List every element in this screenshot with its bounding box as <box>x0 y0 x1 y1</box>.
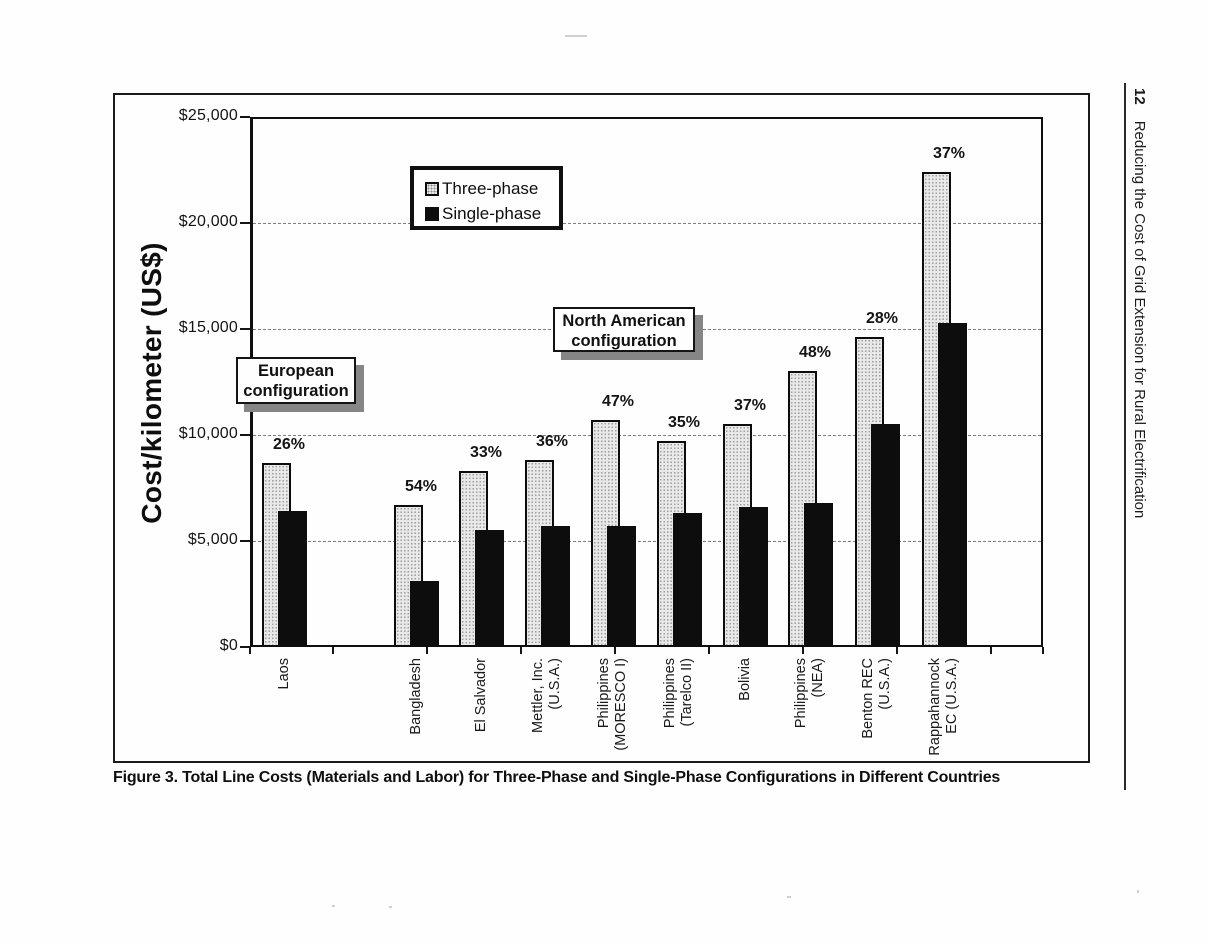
y-axis-tick-label: $25,000 <box>178 107 238 124</box>
annotation-line: configuration <box>571 332 677 350</box>
sidebar-rule <box>1124 83 1126 790</box>
legend-label-single-phase: Single-phase <box>442 203 542 223</box>
x-axis-tick <box>990 647 992 654</box>
y-axis-tick-label: $5,000 <box>187 531 238 548</box>
gridline <box>253 541 1041 542</box>
x-axis-tick <box>708 647 710 654</box>
scan-speck <box>787 896 791 898</box>
scan-speck <box>565 35 587 37</box>
bar-single-phase <box>607 526 636 647</box>
x-axis-tick <box>520 647 522 654</box>
running-title: Reducing the Cost of Grid Extension for … <box>1131 120 1148 519</box>
bar-single-phase <box>541 526 570 647</box>
percent-label: 54% <box>404 477 438 495</box>
percent-label: 47% <box>601 393 635 411</box>
bar-single-phase <box>673 513 702 647</box>
bar-single-phase <box>804 502 833 647</box>
y-axis-title: Cost/kilometer (US$) <box>136 242 167 524</box>
annotation-line: configuration <box>243 382 349 400</box>
y-axis-tick-label: $0 <box>219 637 238 654</box>
gridline <box>253 435 1041 436</box>
single-phase-swatch-icon <box>425 206 439 221</box>
percent-label: 37% <box>733 397 767 415</box>
annotation-line: North American <box>562 312 686 330</box>
bar-single-phase <box>938 322 967 647</box>
y-axis-tick <box>240 646 250 648</box>
bar-single-phase <box>278 511 307 647</box>
y-axis-tick <box>240 328 250 330</box>
x-axis-tick <box>1042 647 1044 654</box>
annotation-european-configuration: European configuration <box>236 357 356 404</box>
percent-label: 37% <box>932 145 966 163</box>
legend: Three-phase Single-phase <box>410 166 563 230</box>
percent-label: 36% <box>535 433 569 451</box>
y-axis-tick-label: $15,000 <box>178 319 238 336</box>
scan-speck <box>389 906 392 908</box>
annotation-line: European <box>257 362 335 380</box>
percent-label: 33% <box>469 444 503 462</box>
y-axis-tick-label: $20,000 <box>178 213 238 230</box>
bar-single-phase <box>739 507 768 647</box>
bar-single-phase <box>475 530 504 647</box>
x-axis-tick <box>426 647 428 654</box>
bar-single-phase <box>871 424 900 647</box>
y-axis-tick <box>240 434 250 436</box>
x-axis-tick <box>249 647 251 654</box>
percent-label: 28% <box>865 310 899 328</box>
scan-speck <box>1137 890 1139 893</box>
x-axis-tick <box>614 647 616 654</box>
gridline <box>253 223 1041 224</box>
legend-item-three-phase: Three-phase <box>425 176 559 201</box>
scan-speck <box>332 905 335 907</box>
y-axis-tick <box>240 222 250 224</box>
running-header: 12 Reducing the Cost of Grid Extension fo… <box>1131 88 1148 788</box>
x-axis-tick <box>332 647 334 654</box>
three-phase-swatch-icon <box>425 181 439 196</box>
annotation-north-american-configuration: North American configuration <box>553 307 695 352</box>
percent-label: 35% <box>667 414 701 432</box>
x-axis-tick <box>802 647 804 654</box>
page-number: 12 <box>1131 88 1148 105</box>
legend-item-single-phase: Single-phase <box>425 201 559 226</box>
legend-label-three-phase: Three-phase <box>442 178 539 198</box>
percent-label: 26% <box>272 435 306 453</box>
y-axis-tick-label: $10,000 <box>178 425 238 442</box>
x-axis-tick <box>896 647 898 654</box>
y-axis-tick <box>240 540 250 542</box>
bar-single-phase <box>410 581 439 647</box>
percent-label: 48% <box>798 344 832 362</box>
figure-caption: Figure 3. Total Line Costs (Materials an… <box>113 769 1001 786</box>
y-axis-tick <box>240 116 250 118</box>
